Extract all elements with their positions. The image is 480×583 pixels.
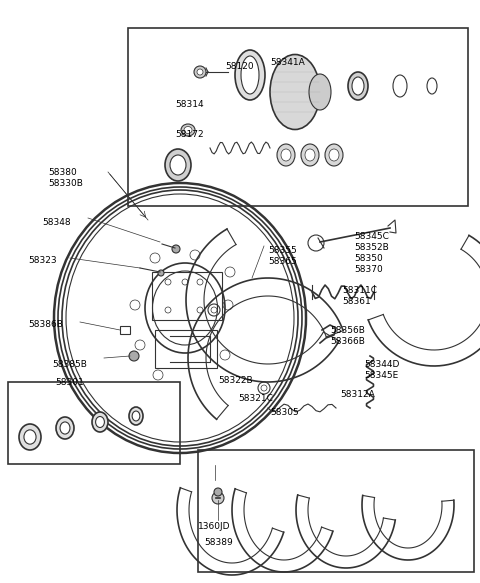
Text: 58341A: 58341A xyxy=(270,58,305,67)
Text: 58120: 58120 xyxy=(225,62,253,71)
Text: 58344D
58345E: 58344D 58345E xyxy=(364,360,399,380)
Ellipse shape xyxy=(348,72,368,100)
Text: 58386B: 58386B xyxy=(28,320,63,329)
Text: 58348: 58348 xyxy=(42,218,71,227)
Ellipse shape xyxy=(329,149,339,161)
Circle shape xyxy=(172,245,180,253)
Ellipse shape xyxy=(277,144,295,166)
Ellipse shape xyxy=(60,422,70,434)
Bar xyxy=(128,28,468,206)
Text: 58322B: 58322B xyxy=(218,376,252,385)
Ellipse shape xyxy=(325,144,343,166)
Circle shape xyxy=(129,351,139,361)
Text: 58380
58330B: 58380 58330B xyxy=(48,168,83,188)
Text: 58321C: 58321C xyxy=(238,394,273,403)
Text: 58311C
58361: 58311C 58361 xyxy=(342,286,377,306)
Ellipse shape xyxy=(352,77,364,95)
Text: 58172: 58172 xyxy=(175,130,204,139)
Text: 58355
58365: 58355 58365 xyxy=(268,246,297,266)
Ellipse shape xyxy=(96,416,105,427)
Bar xyxy=(120,326,130,334)
Ellipse shape xyxy=(181,124,195,136)
Ellipse shape xyxy=(235,50,265,100)
Text: 58314: 58314 xyxy=(175,100,204,109)
Bar xyxy=(155,330,217,368)
Ellipse shape xyxy=(92,412,108,432)
Bar xyxy=(152,272,222,320)
Ellipse shape xyxy=(184,127,192,134)
Ellipse shape xyxy=(309,74,331,110)
Ellipse shape xyxy=(305,149,315,161)
Ellipse shape xyxy=(132,411,140,421)
Text: 1360JD: 1360JD xyxy=(198,522,230,531)
Ellipse shape xyxy=(270,54,320,129)
Ellipse shape xyxy=(170,155,186,175)
Ellipse shape xyxy=(165,149,191,181)
Text: 58345C
58352B
58350
58370: 58345C 58352B 58350 58370 xyxy=(354,232,389,274)
Ellipse shape xyxy=(281,149,291,161)
Ellipse shape xyxy=(241,56,259,94)
Text: 58301: 58301 xyxy=(55,378,84,387)
Circle shape xyxy=(214,488,222,496)
Bar xyxy=(198,450,474,572)
Circle shape xyxy=(212,492,224,504)
Circle shape xyxy=(197,69,203,75)
Circle shape xyxy=(194,66,206,78)
Ellipse shape xyxy=(129,407,143,425)
Circle shape xyxy=(158,270,164,276)
Text: 58312A: 58312A xyxy=(340,390,375,399)
Text: 58323: 58323 xyxy=(28,256,57,265)
Bar xyxy=(8,382,180,464)
Text: 58356B
58366B: 58356B 58366B xyxy=(330,326,365,346)
Text: 58389: 58389 xyxy=(204,538,233,547)
Ellipse shape xyxy=(19,424,41,450)
Ellipse shape xyxy=(24,430,36,444)
Text: 58385B: 58385B xyxy=(52,360,87,369)
Text: 58305: 58305 xyxy=(270,408,299,417)
Ellipse shape xyxy=(301,144,319,166)
Ellipse shape xyxy=(56,417,74,439)
